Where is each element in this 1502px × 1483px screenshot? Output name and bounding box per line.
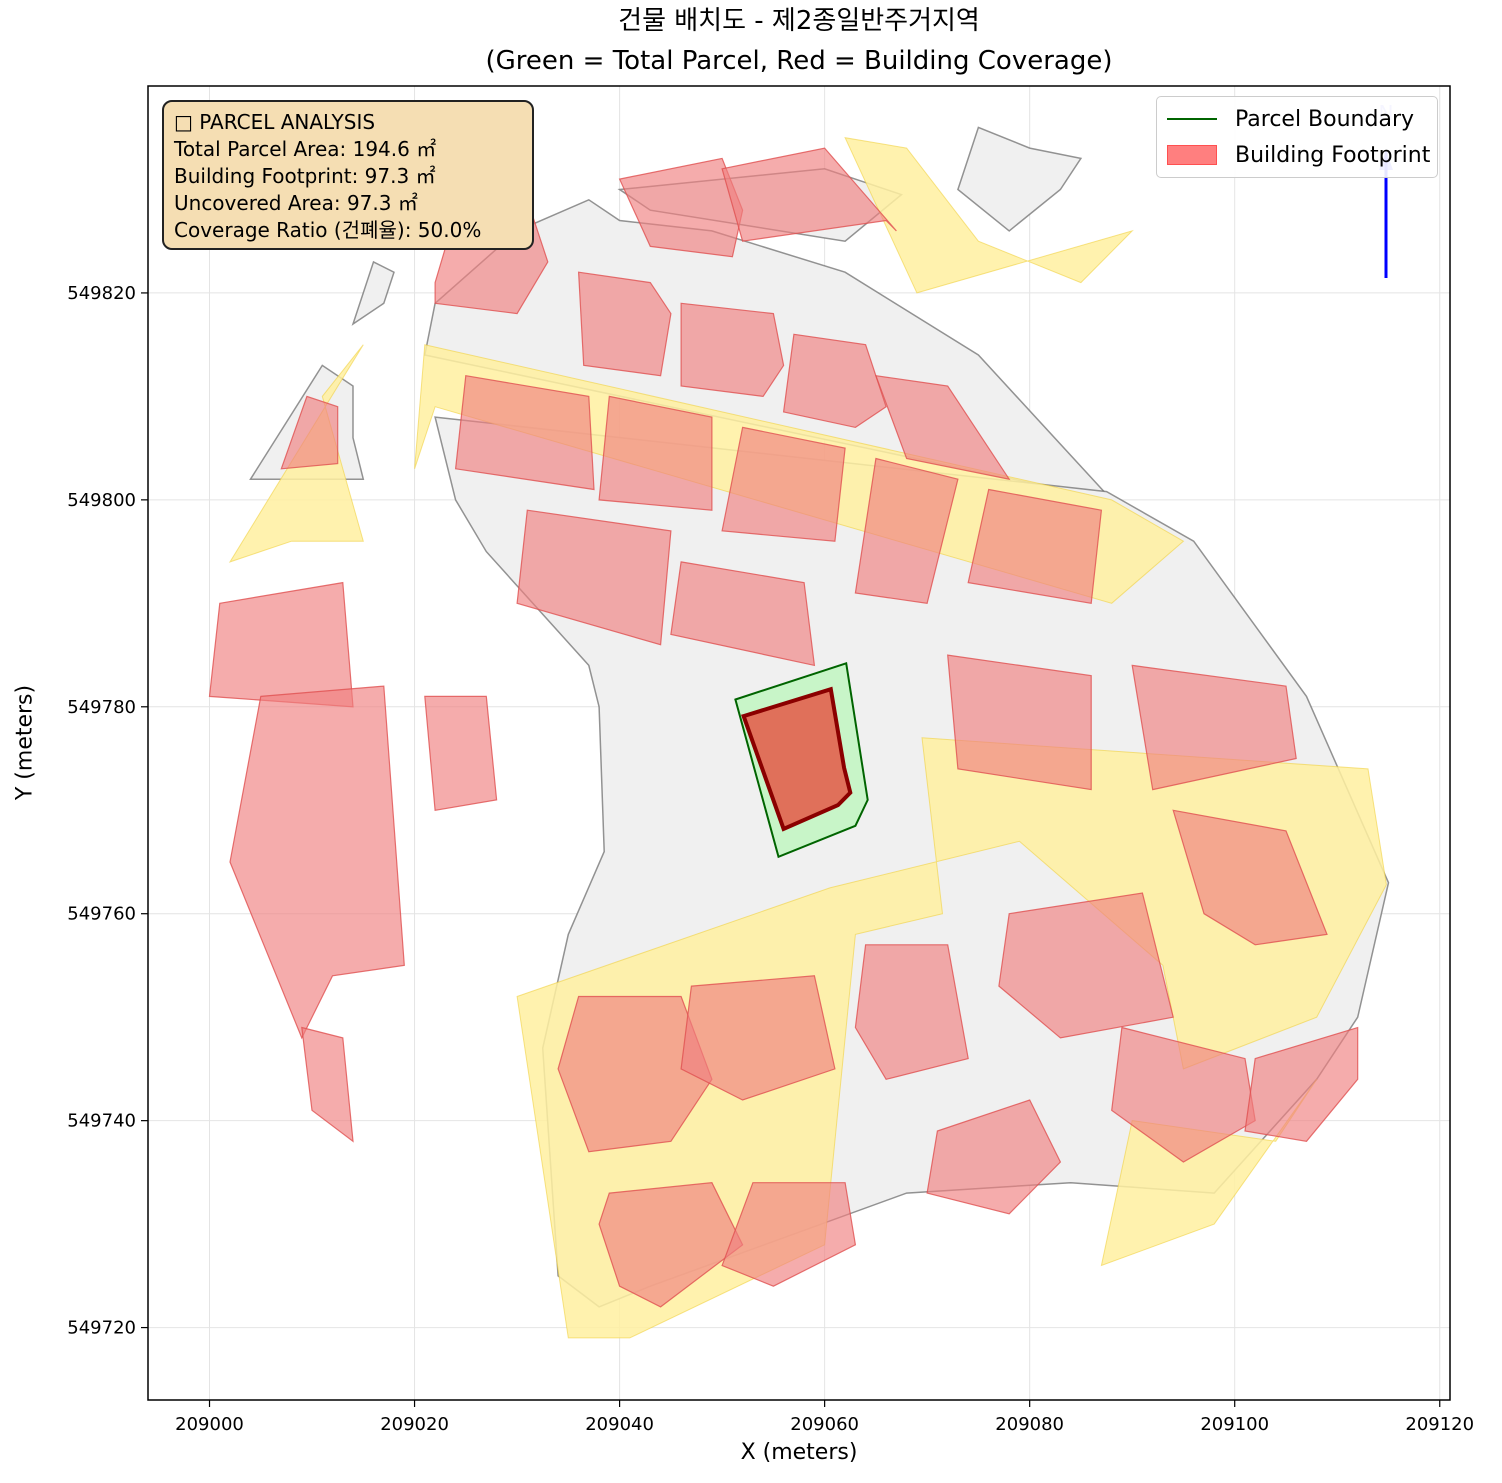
building-polygon bbox=[598, 1182, 744, 1308]
building-polygon bbox=[721, 426, 846, 542]
building-polygon bbox=[854, 944, 969, 1080]
building-polygon bbox=[1172, 809, 1328, 946]
building-polygon bbox=[680, 975, 836, 1101]
building-polygon bbox=[1111, 1026, 1256, 1163]
x-tick-label: 209040 bbox=[585, 1414, 654, 1435]
building-polygon bbox=[516, 509, 672, 646]
y-tick-label: 549720 bbox=[67, 1318, 136, 1339]
building-polygon bbox=[454, 375, 595, 491]
legend-label-parcel: Parcel Boundary bbox=[1235, 106, 1415, 132]
legend-label-building: Building Footprint bbox=[1235, 142, 1431, 168]
building-polygon bbox=[1244, 1026, 1359, 1142]
legend-line-swatch bbox=[1167, 118, 1217, 120]
road-polygon bbox=[516, 737, 1387, 1339]
y-axis-label: Y (meters) bbox=[12, 684, 38, 801]
building-polygon bbox=[854, 457, 959, 604]
building-polygon bbox=[301, 1026, 354, 1143]
legend: Parcel Boundary Building Footprint bbox=[1156, 96, 1438, 178]
legend-item-parcel-boundary: Parcel Boundary bbox=[1167, 105, 1414, 133]
building-polygon bbox=[577, 271, 672, 377]
uncovered-area: Uncovered Area: 97.3 ㎡ bbox=[174, 191, 418, 215]
chart-title-line1: 건물 배치도 - 제2종일반주거지역 bbox=[618, 6, 980, 36]
building-polygon bbox=[998, 892, 1174, 1039]
building-polygon bbox=[670, 561, 816, 667]
parcel-analysis-box: □ PARCEL ANALYSIS Total Parcel Area: 194… bbox=[162, 100, 534, 250]
parcel-polygon bbox=[957, 126, 1083, 232]
y-tick-label: 549820 bbox=[67, 283, 136, 304]
y-tick-label: 549780 bbox=[67, 697, 136, 718]
coverage-ratio: Coverage Ratio (건폐율): 50.0% bbox=[174, 218, 482, 242]
x-tick-label: 209120 bbox=[1405, 1414, 1474, 1435]
building-polygon bbox=[280, 395, 339, 470]
building-polygon bbox=[424, 695, 498, 811]
analysis-heading: □ PARCEL ANALYSIS bbox=[174, 110, 376, 134]
building-polygon bbox=[926, 1099, 1062, 1215]
building-polygon bbox=[229, 685, 405, 1040]
building-polygon bbox=[947, 654, 1092, 791]
x-axis-label: X (meters) bbox=[740, 1440, 858, 1465]
map-features bbox=[208, 126, 1390, 1339]
building-polygon bbox=[598, 395, 713, 511]
building-footprint-area: Building Footprint: 97.3 ㎡ bbox=[174, 164, 436, 188]
parcel-polygon bbox=[351, 260, 395, 326]
x-tick-label: 209080 bbox=[995, 1414, 1064, 1435]
x-tick-label: 209000 bbox=[175, 1414, 244, 1435]
building-polygon bbox=[1131, 664, 1297, 791]
building-polygon bbox=[721, 147, 897, 242]
axes-frame bbox=[147, 85, 1451, 1401]
building-polygon bbox=[782, 333, 887, 429]
x-tick-label: 209100 bbox=[1200, 1414, 1269, 1435]
y-tick-label: 549740 bbox=[67, 1111, 136, 1132]
axis-ticks: 209000 209020 209040 209060 209080 209100 2091… bbox=[67, 283, 1474, 1435]
chart-title-line2: (Green = Total Parcel, Red = Building Co… bbox=[485, 46, 1113, 76]
building-polygon bbox=[967, 488, 1103, 604]
building-polygon bbox=[874, 374, 1011, 481]
building-polygon bbox=[208, 581, 354, 708]
legend-patch-swatch bbox=[1167, 145, 1217, 165]
building-polygon bbox=[680, 302, 785, 398]
total-parcel-area: Total Parcel Area: 194.6 ㎡ bbox=[174, 137, 437, 161]
road-polygon bbox=[844, 137, 1134, 294]
x-tick-label: 209020 bbox=[380, 1414, 449, 1435]
x-tick-label: 209060 bbox=[790, 1414, 859, 1435]
building-polygon bbox=[721, 1182, 857, 1287]
y-tick-label: 549760 bbox=[67, 904, 136, 925]
legend-item-building-footprint: Building Footprint bbox=[1167, 141, 1430, 169]
y-tick-label: 549800 bbox=[67, 490, 136, 511]
building-polygon bbox=[557, 995, 713, 1153]
target-building-polygon bbox=[741, 686, 853, 832]
